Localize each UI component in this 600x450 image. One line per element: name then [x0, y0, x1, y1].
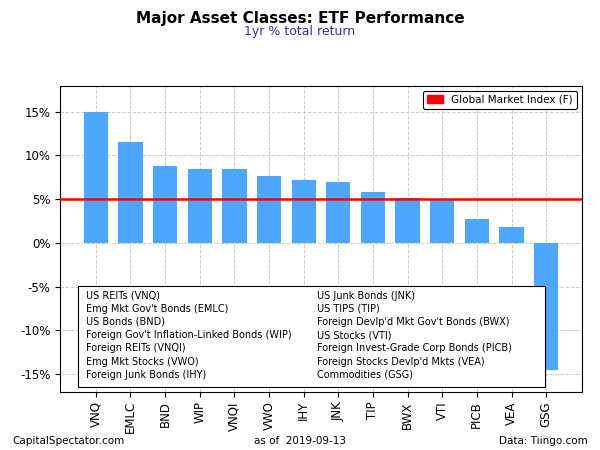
- Bar: [499, 227, 524, 243]
- Bar: [222, 170, 247, 243]
- Bar: [118, 142, 143, 243]
- Text: 1yr % total return: 1yr % total return: [244, 25, 356, 38]
- Bar: [292, 180, 316, 243]
- FancyBboxPatch shape: [78, 286, 545, 387]
- Text: as of  2019-09-13: as of 2019-09-13: [254, 436, 346, 446]
- Text: Major Asset Classes: ETF Performance: Major Asset Classes: ETF Performance: [136, 11, 464, 26]
- Text: CapitalSpectator.com: CapitalSpectator.com: [12, 436, 124, 446]
- Legend: Global Market Index (F): Global Market Index (F): [423, 91, 577, 109]
- Bar: [361, 192, 385, 243]
- Bar: [534, 243, 558, 369]
- Bar: [188, 169, 212, 243]
- Text: US Junk Bonds (JNK)
US TIPS (TIP)
Foreign Devlp'd Mkt Gov't Bonds (BWX)
US Stock: US Junk Bonds (JNK) US TIPS (TIP) Foreig…: [317, 291, 512, 380]
- Bar: [257, 176, 281, 243]
- Bar: [84, 112, 108, 243]
- Bar: [430, 199, 454, 243]
- Bar: [326, 182, 350, 243]
- Bar: [153, 166, 177, 243]
- Text: Data: Tiingo.com: Data: Tiingo.com: [499, 436, 588, 446]
- Text: US REITs (VNQ)
Emg Mkt Gov't Bonds (EMLC)
US Bonds (BND)
Foreign Gov't Inflation: US REITs (VNQ) Emg Mkt Gov't Bonds (EMLC…: [86, 291, 292, 380]
- Bar: [395, 198, 420, 243]
- Bar: [465, 219, 489, 243]
